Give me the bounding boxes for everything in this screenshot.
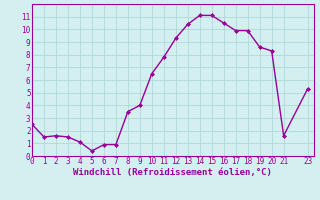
- X-axis label: Windchill (Refroidissement éolien,°C): Windchill (Refroidissement éolien,°C): [73, 168, 272, 177]
